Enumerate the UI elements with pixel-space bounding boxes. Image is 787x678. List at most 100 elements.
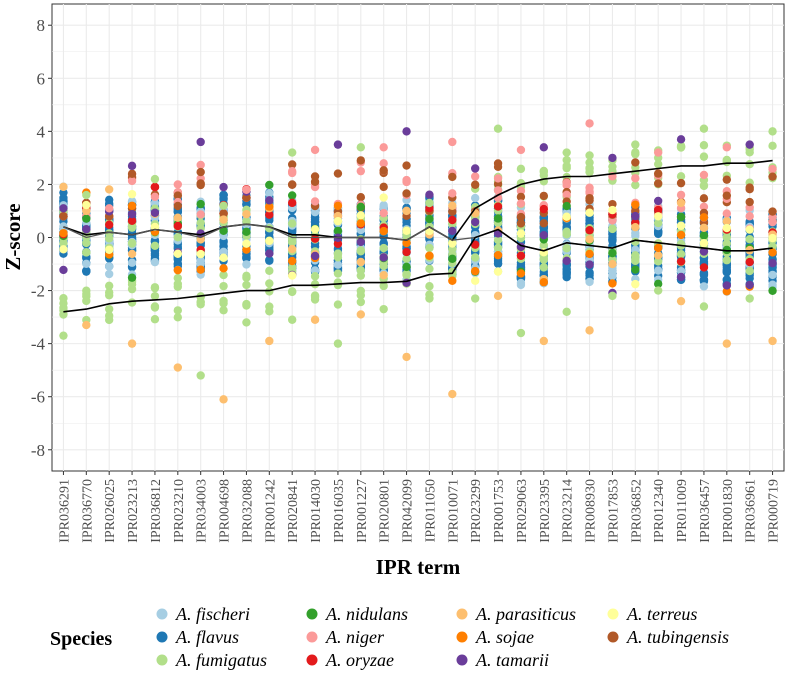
- data-point-other: [608, 205, 617, 215]
- data-point-fischeri: [196, 256, 205, 265]
- data-point-fumigatus: [653, 159, 663, 169]
- data-point-niger: [516, 219, 526, 228]
- data-point-fumigatus: [333, 269, 343, 278]
- legend-key: [456, 654, 468, 666]
- data-point-max: [265, 196, 274, 205]
- data-point-fumigatus: [562, 244, 571, 253]
- data-point-niger: [127, 176, 137, 186]
- data-point-other: [265, 180, 274, 190]
- data-point-fumigatus: [356, 297, 366, 307]
- data-point-fischeri: [150, 258, 160, 267]
- data-point-min: [219, 395, 228, 404]
- legend-key: [306, 654, 318, 666]
- data-point-other: [470, 276, 480, 285]
- data-point-flavus: [608, 234, 617, 244]
- data-point-fumigatus: [287, 263, 297, 272]
- data-point-fischeri: [768, 270, 777, 280]
- data-point-other: [722, 287, 732, 296]
- data-point-fumigatus: [82, 238, 91, 248]
- data-point-other: [242, 245, 251, 254]
- y-tick-label: -6: [31, 388, 45, 407]
- data-point-fumigatus: [676, 172, 686, 181]
- data-point-other: [585, 226, 594, 235]
- x-tick-label: IPR036852: [629, 479, 644, 543]
- data-point-min: [653, 286, 663, 295]
- data-point-other: [676, 221, 686, 230]
- data-point-other: [653, 243, 663, 253]
- data-point-fischeri: [333, 260, 343, 269]
- legend-key: [156, 631, 168, 643]
- y-axis-ticks: -8 -6 -4 -2 0 2 4 6 8: [31, 16, 52, 460]
- data-point-max: [676, 135, 686, 144]
- data-point-fumigatus: [173, 279, 183, 289]
- data-point-other: [722, 223, 732, 233]
- y-tick-label: -8: [31, 441, 45, 460]
- data-point-fumigatus: [287, 219, 297, 228]
- legend-label: A. terreus: [626, 604, 697, 624]
- data-point-niger: [448, 189, 457, 198]
- mean-lines: [63, 159, 773, 313]
- data-point-niger: [676, 190, 686, 200]
- data-point-fumigatus: [470, 253, 480, 262]
- x-axis-title: IPR term: [376, 555, 461, 579]
- legend-key: [456, 608, 468, 620]
- data-point-min: [470, 294, 480, 303]
- data-point-fischeri: [104, 269, 114, 279]
- data-point-other: [562, 201, 571, 211]
- data-point-other: [653, 212, 663, 221]
- data-point-min: [448, 389, 457, 399]
- data-point-other: [127, 216, 137, 225]
- data-point-other: [653, 205, 663, 215]
- data-point-max: [219, 201, 228, 210]
- legend-label: A. tubingensis: [626, 627, 729, 647]
- data-point-other: [219, 182, 228, 192]
- legend-label: A. parasiticus: [475, 604, 576, 624]
- data-point-other: [196, 229, 205, 238]
- data-point-other: [470, 217, 480, 227]
- data-point-niger: [356, 156, 366, 165]
- data-point-max: [287, 148, 297, 157]
- data-point-other: [173, 249, 183, 258]
- data-point-niger: [493, 159, 503, 168]
- data-point-flavus: [219, 191, 228, 200]
- data-point-fumigatus: [82, 289, 91, 299]
- legend-label: A. oryzae: [325, 650, 394, 670]
- data-point-fumigatus: [219, 281, 228, 291]
- data-point-niger: [379, 159, 388, 168]
- data-point-other: [516, 269, 526, 278]
- y-tick-label: 4: [37, 122, 46, 141]
- data-point-flavus: [242, 199, 251, 209]
- data-point-fischeri: [82, 259, 91, 268]
- data-point-other: [265, 210, 274, 219]
- data-point-niger: [356, 193, 366, 202]
- data-point-max: [310, 145, 320, 155]
- x-tick-label: IPR032088: [240, 479, 255, 543]
- data-point-other: [150, 208, 160, 217]
- data-point-fumigatus: [310, 279, 320, 289]
- data-point-other: [287, 256, 297, 266]
- data-point-other: [82, 200, 91, 210]
- data-point-niger: [150, 192, 160, 202]
- data-point-niger: [539, 191, 549, 201]
- data-point-other: [585, 235, 594, 244]
- data-point-other: [265, 236, 274, 246]
- data-point-min: [539, 336, 549, 346]
- x-tick-label: IPR008930: [584, 479, 599, 543]
- data-point-niger: [379, 166, 388, 175]
- data-point-other: [470, 240, 480, 249]
- data-point-fumigatus: [585, 163, 594, 173]
- data-point-other: [82, 214, 91, 223]
- data-point-fumigatus: [104, 229, 114, 238]
- data-point-fumigatus: [631, 180, 640, 190]
- data-point-fischeri: [699, 282, 709, 291]
- legend-key: [306, 631, 318, 643]
- data-point-niger: [631, 158, 640, 167]
- data-point-other: [676, 230, 686, 240]
- data-point-fumigatus: [425, 243, 434, 253]
- data-point-fumigatus: [104, 281, 114, 290]
- data-point-min: [516, 328, 526, 338]
- data-point-niger: [516, 199, 526, 208]
- data-point-fumigatus: [150, 315, 160, 324]
- data-point-niger: [699, 194, 709, 203]
